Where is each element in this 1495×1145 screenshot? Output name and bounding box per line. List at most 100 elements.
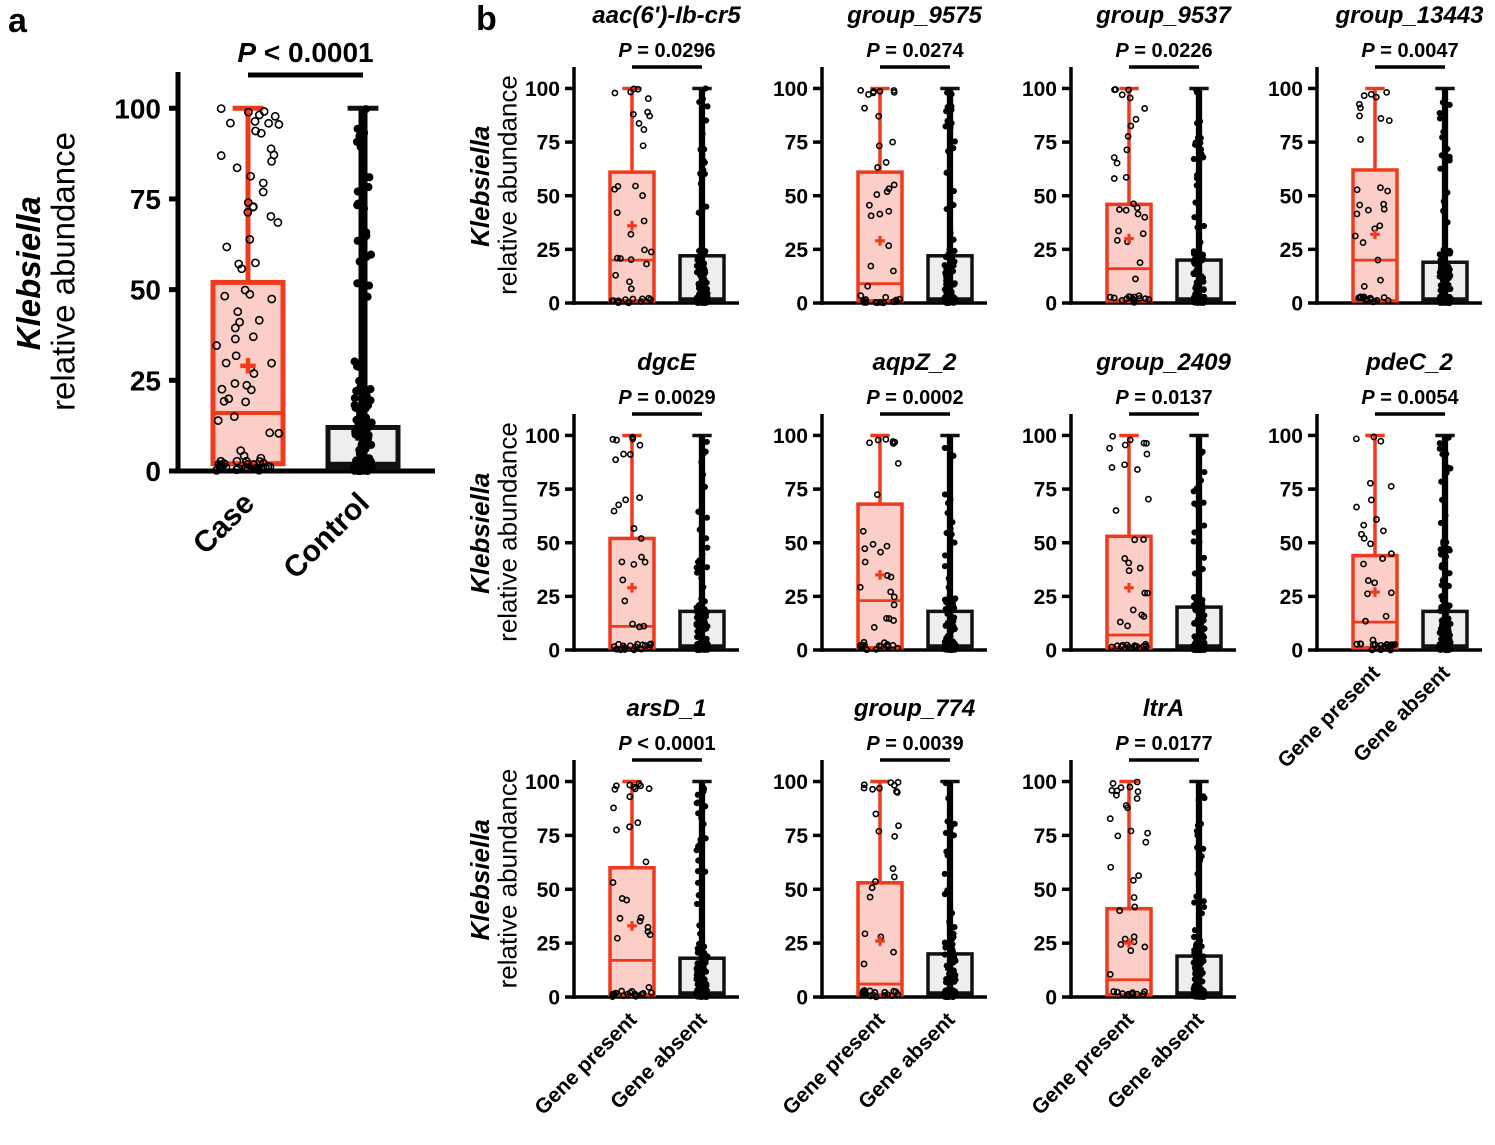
p-value-text: = 0.0226 <box>1129 40 1213 62</box>
data-point <box>1129 877 1137 884</box>
p-value-symbol: P <box>618 733 632 755</box>
data-point <box>890 873 898 881</box>
data-point <box>235 317 245 327</box>
data-point <box>1114 832 1122 840</box>
p-value: P = 0.0054 <box>1361 387 1459 409</box>
y-tick-label: 75 <box>130 184 161 215</box>
data-point <box>1108 787 1116 794</box>
y-axis-label: relative abundance <box>492 75 522 295</box>
data-point <box>1126 436 1134 444</box>
data-point <box>245 234 255 244</box>
data-point <box>1143 439 1150 447</box>
data-point <box>896 295 904 303</box>
data-point <box>636 441 644 449</box>
data-point <box>216 151 226 160</box>
data-point <box>1139 230 1147 238</box>
data-point <box>619 576 627 584</box>
data-point <box>887 588 895 596</box>
data-point <box>1126 293 1134 301</box>
data-point <box>629 433 637 441</box>
data-point <box>882 159 890 166</box>
data-point <box>857 292 865 300</box>
data-point <box>1353 503 1360 511</box>
chart-group_2409: 0 25 50 75 100 group_2409 P = 0.0137 <box>1022 349 1236 663</box>
data-point <box>1141 105 1149 112</box>
data-point <box>1200 522 1208 529</box>
data-point <box>1359 239 1367 246</box>
series-present <box>856 433 904 654</box>
data-point <box>232 465 241 475</box>
y-tick-label: 50 <box>1280 532 1303 555</box>
data-point <box>626 793 634 801</box>
data-point <box>250 117 260 126</box>
data-point <box>230 379 240 388</box>
p-value-symbol: P <box>1361 387 1375 409</box>
data-point <box>1126 783 1134 791</box>
data-point <box>613 934 621 942</box>
data-point <box>1353 640 1361 648</box>
y-tick-label: 50 <box>785 532 808 555</box>
data-point <box>1356 293 1364 301</box>
data-point <box>1190 538 1197 545</box>
y-tick-label: 50 <box>130 275 161 306</box>
series-absent <box>678 85 726 307</box>
series-present <box>210 104 286 475</box>
chart-aqpZ_2: 0 25 50 75 100 aqpZ_2 P = 0.0002 <box>773 349 987 663</box>
data-point <box>1372 93 1380 101</box>
y-tick-label: 75 <box>1034 825 1058 848</box>
data-point <box>611 89 619 97</box>
data-point <box>1360 92 1368 100</box>
data-point <box>613 209 621 217</box>
data-point <box>1116 618 1124 626</box>
data-point <box>1387 482 1395 490</box>
data-point <box>629 110 637 118</box>
data-point <box>952 972 959 979</box>
y-tick-label: 25 <box>785 933 809 956</box>
data-point <box>267 358 276 368</box>
p-value: P = 0.0137 <box>1115 387 1212 409</box>
series-present <box>856 86 904 307</box>
data-point <box>1127 947 1135 954</box>
data-point <box>611 785 619 793</box>
data-point <box>630 85 638 93</box>
data-point <box>1130 200 1138 208</box>
data-point <box>230 334 240 344</box>
data-point <box>890 267 897 275</box>
data-point <box>632 991 640 999</box>
data-point <box>1129 606 1137 614</box>
p-value-text: = 0.0047 <box>1375 40 1459 62</box>
y-tick-label: 100 <box>773 771 808 794</box>
data-point <box>941 891 949 898</box>
data-point <box>350 357 359 366</box>
data-point <box>870 88 877 95</box>
data-point <box>1201 469 1208 476</box>
data-point <box>894 644 902 652</box>
data-points <box>1352 433 1399 654</box>
data-point <box>877 642 885 650</box>
data-point <box>627 285 635 293</box>
data-point <box>1351 232 1359 240</box>
data-point <box>639 990 647 997</box>
data-point <box>221 358 231 368</box>
data-point <box>627 256 635 263</box>
data-point <box>643 260 650 268</box>
data-point <box>638 553 645 561</box>
data-point <box>1374 256 1382 264</box>
data-point <box>1118 91 1126 99</box>
series-absent <box>1421 86 1469 307</box>
data-point <box>1366 479 1374 487</box>
data-point <box>632 643 640 651</box>
gene-title: group_9537 <box>1095 2 1232 29</box>
data-point <box>1143 450 1151 458</box>
data-point <box>1436 445 1443 452</box>
data-point <box>1384 297 1392 304</box>
data-point <box>865 201 873 209</box>
data-point <box>232 163 242 173</box>
data-point <box>1134 788 1142 796</box>
data-point <box>239 451 249 461</box>
p-value-symbol: P <box>866 387 880 409</box>
data-point <box>645 785 653 793</box>
